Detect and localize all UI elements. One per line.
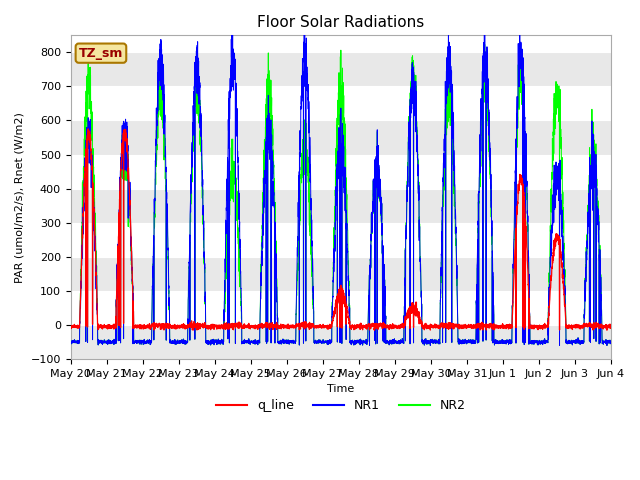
X-axis label: Time: Time (327, 384, 355, 394)
Bar (70, 52, 611, 86)
Bar (70, 257, 611, 291)
Y-axis label: PAR (umol/m2/s), Rnet (W/m2): PAR (umol/m2/s), Rnet (W/m2) (15, 112, 25, 283)
Legend: q_line, NR1, NR2: q_line, NR1, NR2 (211, 395, 471, 418)
Bar (70, 120, 611, 155)
Bar (70, 189, 611, 223)
Text: TZ_sm: TZ_sm (79, 47, 123, 60)
Title: Floor Solar Radiations: Floor Solar Radiations (257, 15, 424, 30)
Bar (70, 325, 611, 359)
